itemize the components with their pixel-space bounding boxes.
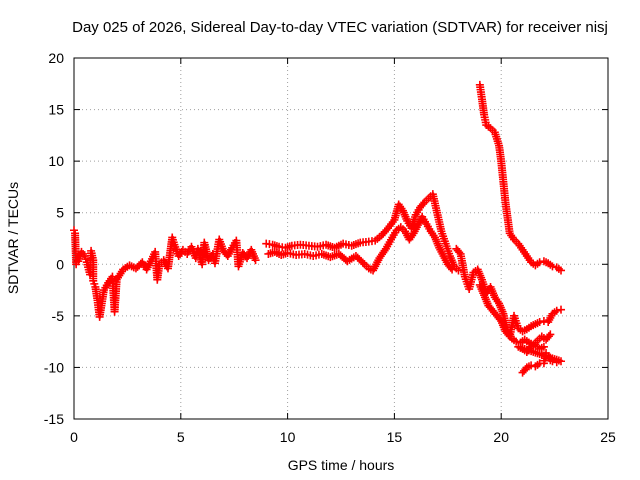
x-tick-label: 0	[70, 429, 78, 445]
data-point	[539, 317, 548, 326]
data-point	[535, 318, 544, 327]
x-tick-label: 20	[493, 429, 509, 445]
x-tick-label: 5	[177, 429, 185, 445]
x-tick-label: 25	[600, 429, 616, 445]
y-tick-label: 10	[48, 153, 64, 169]
data-point	[557, 305, 566, 314]
data-point-fill	[544, 332, 553, 341]
data-point	[552, 306, 561, 315]
x-tick-label: 10	[280, 429, 296, 445]
y-axis-label: SDTVAR / TECUs	[5, 182, 21, 294]
data-point	[251, 256, 260, 265]
data-point-fill	[358, 258, 367, 267]
data-point	[539, 342, 548, 351]
data-point-fill	[418, 200, 427, 209]
y-tick-label: -5	[52, 308, 65, 324]
data-point-fill	[455, 248, 464, 257]
x-axis-label: GPS time / hours	[288, 457, 395, 473]
y-tick-label: 20	[48, 50, 64, 66]
axis-ticks	[73, 57, 609, 420]
y-tick-label: 15	[48, 102, 64, 118]
y-tick-label: -10	[44, 359, 64, 375]
chart-title: Day 025 of 2026, Sidereal Day-to-day VTE…	[72, 19, 608, 36]
data-points	[70, 80, 566, 377]
y-tick-label: 5	[56, 205, 64, 221]
data-point-fill	[380, 246, 389, 255]
y-tick-label: -15	[44, 411, 64, 427]
data-point	[548, 262, 557, 271]
data-point-fill	[446, 263, 455, 272]
x-tick-label: 15	[387, 429, 403, 445]
data-point	[448, 265, 457, 274]
data-point	[546, 330, 555, 339]
tick-labels: 0 5 10 15 20 25 -15 -10 -5 0 5 10 15 20	[44, 50, 616, 445]
y-tick-label: 0	[56, 256, 64, 272]
data-point	[557, 266, 566, 275]
